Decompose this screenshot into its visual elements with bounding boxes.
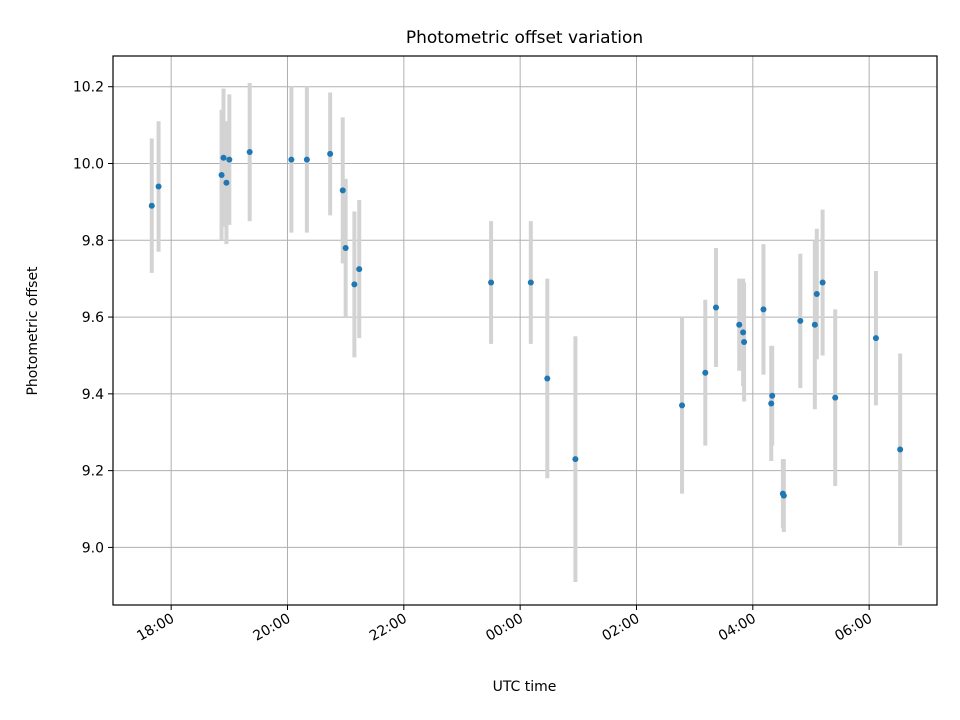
data-points [148,148,904,499]
x-tick-label: 02:00 [600,611,643,645]
x-axis-label: UTC time [493,679,557,695]
data-point [155,183,162,190]
x-tick-label: 20:00 [251,611,294,645]
data-point [797,317,804,324]
data-point [702,369,709,376]
chart-title: Photometric offset variation [406,28,643,48]
data-point [740,329,747,336]
data-point [741,339,748,346]
data-point [148,202,155,209]
y-axis-label: Photometric offset [25,266,41,396]
data-point [813,291,820,298]
x-tick-label: 06:00 [832,611,875,645]
data-point [769,392,776,399]
data-point [218,172,225,179]
data-point [712,304,719,311]
x-tick-label: 00:00 [483,611,526,645]
data-point [897,446,904,453]
y-tick-label: 9.4 [82,387,104,403]
x-tick-label: 18:00 [134,611,177,645]
y-tick-label: 9.8 [82,233,104,249]
data-point [811,321,818,328]
y-tick-label: 10.2 [73,80,104,96]
data-point [220,154,227,161]
data-point [819,279,826,286]
data-point [356,266,363,273]
data-point [768,400,775,407]
data-point [342,244,349,251]
data-point [872,335,879,342]
data-point [339,187,346,194]
data-point [832,394,839,401]
data-point [679,402,686,409]
data-point [226,156,233,163]
plot-frame [112,55,938,606]
data-point [760,306,767,313]
y-tick-label: 9.6 [82,310,104,326]
data-point [572,456,579,463]
data-point [780,492,787,499]
data-point [303,156,310,163]
x-tick-label: 04:00 [716,611,759,645]
x-tick-label: 22:00 [367,611,410,645]
data-point [736,321,743,328]
data-point [246,148,253,155]
data-point [288,156,295,163]
data-point [488,279,495,286]
y-tick-label: 9.2 [82,464,104,480]
y-tick-label: 9.0 [82,540,104,556]
y-tick-label: 10.0 [73,156,104,172]
data-point [351,281,358,288]
data-point [544,375,551,382]
data-point [327,150,334,157]
data-point [527,279,534,286]
x-axis-ticks: 18:00 20:00 22:00 00:00 02:00 04:00 06:00 [134,605,875,645]
y-axis-ticks: 9.0 9.2 9.4 9.6 9.8 10.0 10.2 [73,80,113,556]
data-point [223,179,230,186]
